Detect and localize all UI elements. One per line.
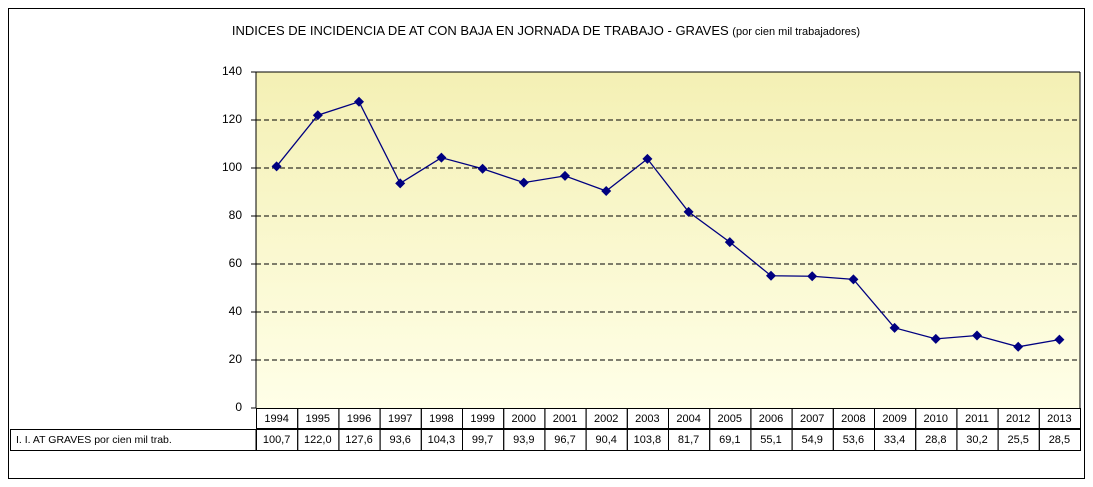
plot-area (256, 72, 1080, 408)
x-tick-label: 1994 (264, 413, 288, 425)
marker (889, 322, 900, 333)
marker (724, 237, 735, 248)
data-label: 93,9 (513, 434, 534, 446)
marker (271, 161, 282, 172)
data-label: 33,4 (884, 434, 905, 446)
data-label: 96,7 (554, 434, 575, 446)
x-tick-label: 2011 (965, 413, 989, 425)
data-label: 28,5 (1049, 434, 1070, 446)
subtitle: (por cien mil trabajadores) (732, 26, 860, 38)
marker (395, 178, 406, 189)
data-label: 104,3 (428, 434, 456, 446)
x-tick-label: 2002 (594, 413, 618, 425)
x-tick-label: 2008 (841, 413, 865, 425)
title: INDICES DE INCIDENCIA DE AT CON BAJA EN … (232, 23, 729, 38)
marker (1013, 341, 1024, 352)
table-label-cell (10, 429, 257, 451)
x-tick-label: 2007 (800, 413, 824, 425)
data-label: 25,5 (1007, 434, 1028, 446)
x-tick-label: 2009 (882, 413, 906, 425)
marker (930, 333, 941, 344)
line (276, 100, 1060, 348)
marker (642, 153, 653, 164)
x-tick-label: 2012 (1006, 413, 1030, 425)
y-tick-label: 100 (222, 160, 242, 174)
data-label: 100,7 (263, 434, 291, 446)
x-tick-label: 2005 (718, 413, 742, 425)
data-label: 122,0 (304, 434, 332, 446)
marker (354, 96, 364, 107)
data-label: 99,7 (472, 434, 493, 446)
y-tick-label: 0 (235, 400, 242, 414)
x-tick-label: 2013 (1047, 413, 1071, 425)
marker (518, 177, 529, 188)
data-label: 53,6 (843, 434, 864, 446)
x-tick-label: 2001 (553, 413, 577, 425)
y-tick-label: 60 (229, 256, 243, 270)
x-tick-label: 2004 (676, 413, 700, 425)
x-tick-label: 2010 (924, 413, 948, 425)
series-label: I. I. AT GRAVES por cien mil trab. (16, 434, 172, 446)
marker (848, 274, 859, 285)
data-label: 55,1 (760, 434, 781, 446)
x-tick-label: 2003 (635, 413, 659, 425)
marker (683, 206, 694, 217)
table-cell (1038, 429, 1082, 451)
y-tick-label: 80 (229, 208, 243, 222)
marker (477, 163, 488, 174)
marker (601, 186, 612, 197)
data-label: 103,8 (634, 434, 662, 446)
table-cell (1038, 408, 1082, 429)
x-tick-label: 1995 (306, 413, 330, 425)
x-tick-label: 1998 (429, 413, 453, 425)
data-label: 30,2 (966, 434, 987, 446)
marker (560, 170, 570, 181)
marker (807, 271, 818, 282)
data-label: 69,1 (719, 434, 740, 446)
x-tick-label: 2006 (759, 413, 783, 425)
marker (972, 330, 982, 341)
x-tick-label: 1999 (470, 413, 494, 425)
data-label: 93,6 (389, 434, 410, 446)
data-label: 127,6 (345, 434, 373, 446)
data-label: 28,8 (925, 434, 946, 446)
marker (1054, 334, 1065, 345)
data-label: 54,9 (801, 434, 822, 446)
data-label: 81,7 (678, 434, 699, 446)
marker (312, 110, 323, 121)
x-tick-label: 1997 (388, 413, 412, 425)
marker (436, 152, 447, 163)
chart-title: INDICES DE INCIDENCIA DE AT CON BAJA EN … (232, 23, 860, 38)
data-label: 90,4 (595, 434, 616, 446)
x-tick-label: 1996 (347, 413, 371, 425)
x-tick-label: 2000 (512, 413, 536, 425)
y-tick-label: 140 (222, 64, 242, 78)
marker (766, 270, 776, 281)
y-tick-label: 40 (229, 304, 243, 318)
y-tick-label: 20 (229, 352, 243, 366)
y-tick-label: 120 (222, 112, 242, 126)
